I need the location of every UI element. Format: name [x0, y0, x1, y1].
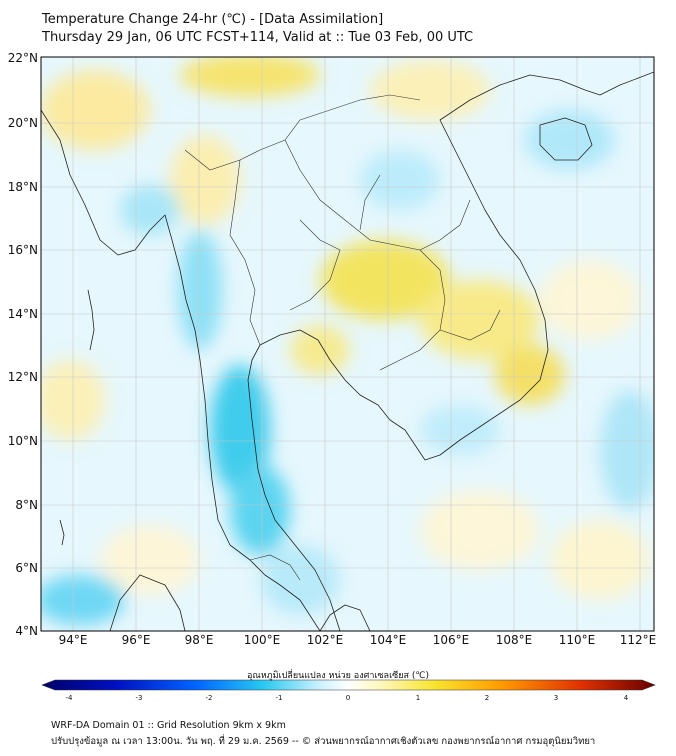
- lon-label-112e: 112°E: [619, 633, 657, 647]
- colorbar-tick: 1: [415, 694, 421, 702]
- lat-label-4n: 4°N: [15, 624, 38, 638]
- country-borders: [184, 94, 501, 581]
- colorbar: [41, 679, 656, 691]
- lon-label-100e: 100°E: [243, 633, 281, 647]
- lat-label-22n: 22°N: [7, 51, 38, 65]
- map-subtitle: Thursday 29 Jan, 06 UTC FCST+114, Valid …: [42, 30, 474, 45]
- footer-credit: ปรับปรุงข้อมูล ณ เวลา 13:00น. วัน พฤ. ที…: [51, 736, 596, 747]
- coastlines: [41, 71, 654, 631]
- lon-label-108e: 108°E: [495, 633, 533, 647]
- lon-label-94e: 94°E: [58, 633, 88, 647]
- colorbar-tick: 2: [484, 694, 490, 702]
- colorbar-title: อุณหภูมิเปลี่ยนแปลง หน่วย องศาเซลเซียส (…: [246, 671, 430, 681]
- colorbar-scale: [41, 679, 656, 691]
- lat-label-20n: 20°N: [7, 116, 38, 130]
- colorbar-tick: -2: [205, 694, 213, 702]
- lat-label-14n: 14°N: [7, 307, 38, 321]
- lon-label-106e: 106°E: [432, 633, 470, 647]
- lat-label-12n: 12°N: [7, 370, 38, 384]
- map-frame: [40, 56, 655, 632]
- colorbar-tick: -4: [65, 694, 73, 702]
- footer-model-info: WRF-DA Domain 01 :: Grid Resolution 9km …: [51, 720, 286, 731]
- lon-label-98e: 98°E: [184, 633, 214, 647]
- colorbar-tick: 3: [553, 694, 559, 702]
- lat-label-16n: 16°N: [7, 243, 38, 257]
- lon-label-110e: 110°E: [558, 633, 596, 647]
- colorbar-tick: -3: [135, 694, 143, 702]
- lon-label-102e: 102°E: [306, 633, 344, 647]
- lon-label-96e: 96°E: [121, 633, 151, 647]
- lat-label-10n: 10°N: [7, 434, 38, 448]
- colorbar-tick: 0: [345, 694, 351, 702]
- lat-label-8n: 8°N: [15, 498, 38, 512]
- lon-label-104e: 104°E: [369, 633, 407, 647]
- lat-label-18n: 18°N: [7, 180, 38, 194]
- lat-label-6n: 6°N: [15, 561, 38, 575]
- temperature-field: [41, 57, 654, 631]
- colorbar-tick: -1: [275, 694, 283, 702]
- colorbar-tick: 4: [623, 694, 629, 702]
- map-title: Temperature Change 24-hr (℃) - [Data Ass…: [42, 12, 384, 27]
